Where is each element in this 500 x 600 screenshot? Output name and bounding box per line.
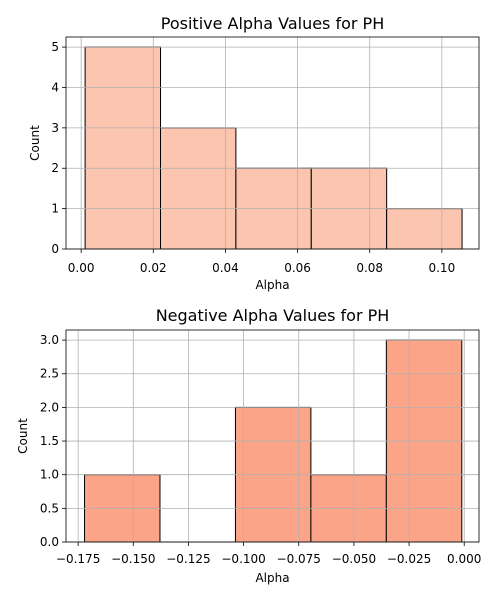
chart-title: Negative Alpha Values for PH bbox=[156, 306, 390, 325]
positive-alpha-histogram: 0.00 0.02 0.04 0.06 0.08 0.10 0 1 2 3 4 5 Positive A… bbox=[28, 14, 480, 292]
x-axis-label: Alpha bbox=[255, 571, 289, 585]
axes-frame bbox=[65, 329, 480, 543]
y-axis-label: Count bbox=[28, 125, 42, 161]
x-tick-label: −0.100 bbox=[221, 552, 265, 566]
x-tick-label: −0.125 bbox=[166, 552, 210, 566]
chart-title: Positive Alpha Values for PH bbox=[161, 14, 384, 33]
x-tick-label: 0.02 bbox=[140, 261, 167, 275]
x-tick-label: −0.050 bbox=[332, 552, 376, 566]
histogram-bar bbox=[160, 127, 237, 250]
y-tick-label: 2.5 bbox=[40, 367, 59, 381]
y-tick-label: 5 bbox=[51, 40, 59, 54]
y-tick-label: 0.5 bbox=[40, 501, 59, 515]
y-tick-label: 0 bbox=[51, 242, 59, 256]
x-tick-label: 0.06 bbox=[284, 261, 311, 275]
x-tick-label: 0.00 bbox=[68, 261, 95, 275]
y-axis-label: Count bbox=[16, 418, 30, 454]
y-tick-label: 1 bbox=[51, 202, 59, 216]
x-tick-label: −0.075 bbox=[277, 552, 321, 566]
x-tick-label: −0.175 bbox=[56, 552, 100, 566]
y-tick-label: 1.5 bbox=[40, 434, 59, 448]
x-axis-label: Alpha bbox=[255, 278, 289, 292]
y-tick-label: 0.0 bbox=[40, 535, 59, 549]
x-tick-label: 0.04 bbox=[212, 261, 239, 275]
y-tick-label: 4 bbox=[51, 80, 59, 94]
x-tick-label: 0.08 bbox=[356, 261, 383, 275]
y-tick-label: 1.0 bbox=[40, 468, 59, 482]
y-tick-label: 2.0 bbox=[40, 400, 59, 414]
histogram-bar bbox=[386, 208, 463, 250]
x-tick-label: −0.025 bbox=[387, 552, 431, 566]
histogram-bar bbox=[84, 46, 162, 250]
axes-frame bbox=[65, 36, 480, 250]
y-tick-label: 2 bbox=[51, 161, 59, 175]
x-tick-label: 0.10 bbox=[428, 261, 455, 275]
x-tick-label: −0.150 bbox=[111, 552, 155, 566]
negative-alpha-histogram: −0.175 −0.150 −0.125 −0.100 −0.075 −0.050 −0.0… bbox=[16, 306, 481, 585]
x-tick-label: 0.000 bbox=[447, 552, 481, 566]
y-tick-label: 3.0 bbox=[40, 333, 59, 347]
y-tick-label: 3 bbox=[51, 121, 59, 135]
